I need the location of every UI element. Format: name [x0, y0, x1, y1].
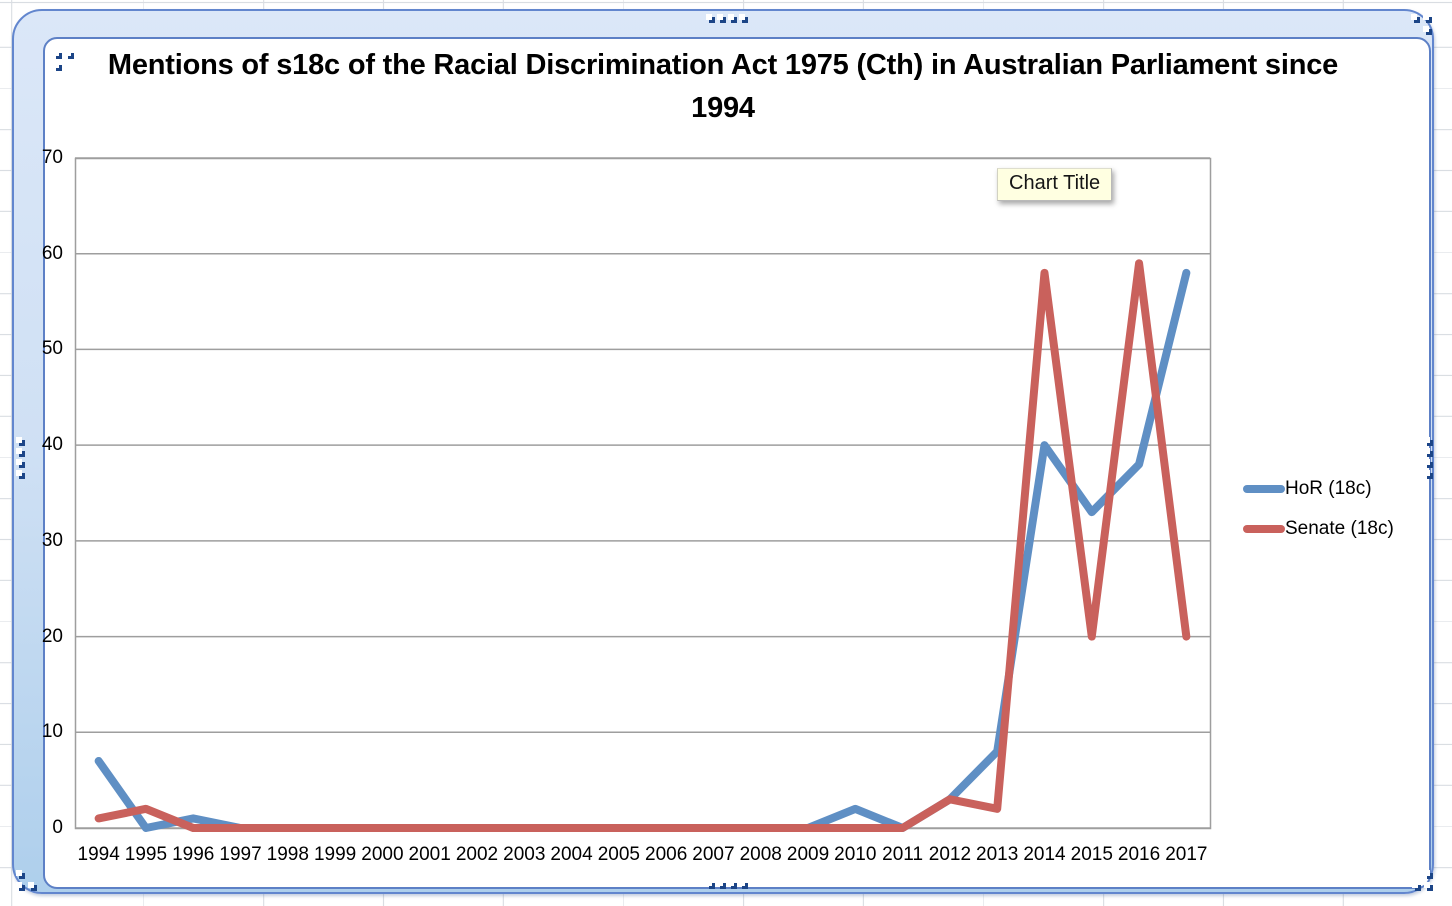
- y-tick-label[interactable]: 50: [41, 338, 63, 360]
- x-tick-label[interactable]: 2006: [645, 844, 688, 865]
- x-tick-label[interactable]: 2012: [928, 844, 972, 865]
- x-tick-label[interactable]: 2002: [455, 844, 499, 865]
- x-tick-label[interactable]: 2014: [1023, 844, 1066, 865]
- chart-area[interactable]: [43, 37, 1431, 889]
- legend-swatch: [1243, 485, 1285, 493]
- x-tick-label[interactable]: 1995: [124, 844, 168, 865]
- x-tick-label[interactable]: 2004: [550, 844, 593, 865]
- x-tick-label[interactable]: 1997: [219, 844, 262, 865]
- y-tick-label[interactable]: 70: [41, 147, 63, 168]
- y-tick-label[interactable]: 10: [41, 721, 63, 743]
- x-tick-label[interactable]: 2005: [597, 844, 640, 865]
- x-tick-label[interactable]: 2001: [408, 844, 451, 865]
- y-tick-label[interactable]: 40: [41, 434, 63, 456]
- legend-label: HoR (18c): [1285, 478, 1372, 499]
- y-tick-label[interactable]: 60: [41, 242, 63, 264]
- legend-entry-senate-18c[interactable]: Senate (18c): [1243, 517, 1394, 541]
- x-tick-label[interactable]: 2003: [503, 844, 546, 865]
- y-tick-label[interactable]: 30: [41, 529, 63, 551]
- x-tick-label[interactable]: 2013: [976, 844, 1019, 865]
- chart-title-tooltip: Chart Title: [997, 168, 1113, 201]
- x-tick-label[interactable]: 2011: [882, 844, 924, 865]
- legend-entry-hor-18c[interactable]: HoR (18c): [1243, 477, 1372, 501]
- series-line-senate-18c[interactable]: [94, 259, 1191, 832]
- y-tick-label[interactable]: 20: [41, 625, 63, 647]
- x-tick-label[interactable]: 1994: [77, 844, 120, 865]
- legend-swatch: [1243, 525, 1285, 533]
- x-tick-label[interactable]: 1996: [172, 844, 215, 865]
- x-tick-label[interactable]: 2016: [1117, 844, 1161, 865]
- chart-object-selection-frame[interactable]: [12, 9, 1434, 894]
- x-tick-label[interactable]: 1998: [266, 844, 309, 865]
- x-tick-label[interactable]: 2008: [739, 844, 782, 865]
- x-tick-label[interactable]: 2015: [1070, 844, 1113, 865]
- x-tick-label[interactable]: 1999: [313, 844, 357, 865]
- x-tick-label[interactable]: 2007: [692, 844, 735, 865]
- x-tick-label[interactable]: 2000: [361, 844, 404, 865]
- x-tick-label[interactable]: 2009: [786, 844, 830, 865]
- x-tick-label[interactable]: 2010: [834, 844, 877, 865]
- legend-label: Senate (18c): [1285, 518, 1394, 539]
- chart-title[interactable]: Mentions of s18c of the Racial Discrimin…: [107, 49, 1339, 124]
- y-tick-label[interactable]: 0: [52, 817, 63, 838]
- x-tick-label[interactable]: 2017: [1165, 844, 1208, 865]
